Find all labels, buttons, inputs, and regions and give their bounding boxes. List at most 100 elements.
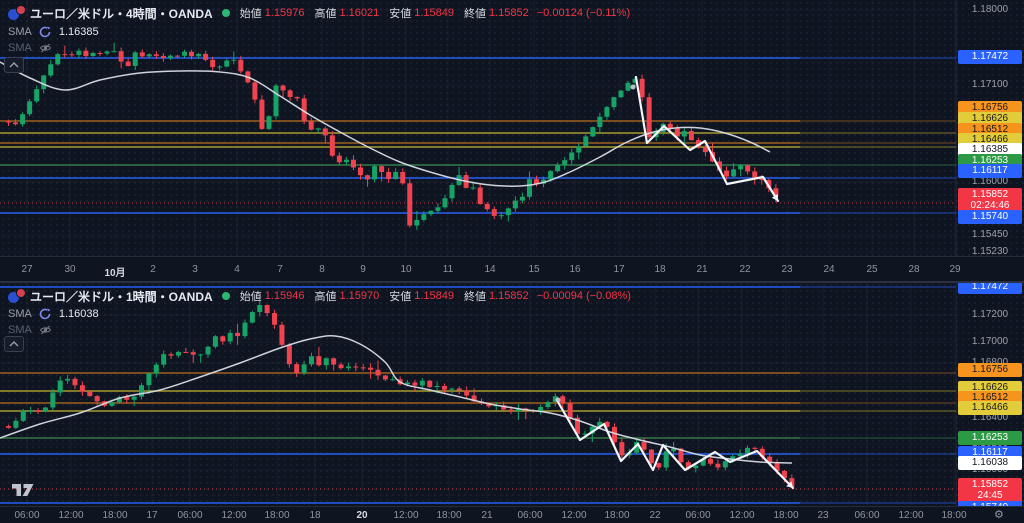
price-axis-label: 1.17200 (971, 309, 1009, 320)
eye-off-icon[interactable] (39, 42, 52, 54)
symbol-pair-icon (8, 5, 26, 21)
time-axis-label: 21 (696, 264, 708, 275)
current-price-badge: 1.15852 24:45 (958, 478, 1022, 503)
time-axis-label: 25 (866, 264, 878, 275)
time-axis-label: 06:00 (14, 510, 40, 521)
bar-countdown: 24:45 (977, 490, 1003, 501)
open-value: 1.15976 (264, 7, 305, 19)
time-axis-label: 18:00 (773, 510, 799, 521)
time-axis-label: 10月 (104, 268, 126, 279)
sma-loading-icon (39, 308, 51, 320)
time-axis-label: 12:00 (729, 510, 755, 521)
change-value: −0.00124 (−0.11%) (536, 7, 631, 19)
settings-gear-icon[interactable]: ⚙ (994, 509, 1004, 521)
sma2-indicator-label[interactable]: SMA (8, 324, 32, 336)
price-axis-label: 1.16400 (971, 412, 1009, 423)
time-axis-label: 12:00 (58, 510, 84, 521)
top-sma2-row[interactable]: SMA (8, 40, 52, 56)
time-axis-label: 9 (360, 264, 366, 275)
high-value: 1.15970 (339, 290, 380, 302)
time-axis-label: 06:00 (177, 510, 203, 521)
bottom-pane-header: ユーロ／米ドル・1時間・OANDA 始値 1.15946 高値 1.15970 … (8, 288, 631, 304)
time-axis-top[interactable]: 27 30 10月 2 3 4 7 8 9 10 11 14 15 16 17 18 21 22 23 24 25 28 2… (0, 256, 1024, 282)
time-axis-label: 4 (234, 264, 240, 275)
time-axis-label: 12:00 (898, 510, 924, 521)
time-axis-label: 18:00 (436, 510, 462, 521)
time-axis-label: 22 (649, 510, 661, 521)
price-level-badge: 1.15740 (958, 210, 1022, 224)
symbol-title[interactable]: ユーロ／米ドル・4時間・OANDA (30, 6, 213, 21)
low-value: 1.15849 (414, 7, 454, 19)
eye-off-icon[interactable] (39, 324, 52, 336)
time-axis-label: 2 (150, 264, 156, 275)
price-level-badge: 1.16253 (958, 431, 1022, 445)
time-axis-label: 12:00 (561, 510, 587, 521)
bottom-sma2-row[interactable]: SMA (8, 322, 52, 338)
time-axis-label: 18:00 (604, 510, 630, 521)
price-level-badge: 1.16385 (958, 143, 1022, 157)
sma-indicator-label[interactable]: SMA (8, 26, 32, 38)
time-axis-label: 17 (613, 264, 625, 275)
time-axis-label: 06:00 (517, 510, 543, 521)
sma-indicator-label[interactable]: SMA (8, 308, 32, 320)
price-level-badge: 1.16626 (958, 112, 1022, 126)
time-axis-label: 24 (823, 264, 835, 275)
open-label: 始値 (239, 8, 262, 20)
time-axis-bottom[interactable]: 06:00 12:00 18:00 17 06:00 12:00 18:00 18 20 12:0… (0, 506, 1024, 523)
time-axis-label: 12:00 (393, 510, 419, 521)
sma-value: 1.16038 (58, 308, 99, 320)
price-axis-label: 1.15230 (971, 246, 1009, 257)
time-axis-label: 06:00 (685, 510, 711, 521)
time-axis-label: 15 (528, 264, 540, 275)
price-axis-label: 1.17100 (971, 79, 1009, 90)
current-price-badge: 1.15852 02:24:46 (958, 188, 1022, 213)
time-axis-label: 11 (442, 264, 454, 275)
time-axis-label: 16 (569, 264, 581, 275)
bar-countdown: 02:24:46 (970, 200, 1010, 211)
open-value: 1.15946 (264, 290, 305, 302)
price-level-badge: 1.16117 (958, 164, 1022, 178)
price-axis-label: 1.15450 (971, 229, 1009, 240)
sma2-indicator-label[interactable]: SMA (8, 42, 32, 54)
pane-divider[interactable] (0, 281, 1024, 283)
time-axis-label: 30 (64, 264, 76, 275)
price-level-badge: 1.16756 (958, 363, 1022, 377)
open-label: 始値 (239, 291, 262, 303)
price-level-badge: 1.16466 (958, 401, 1022, 415)
symbol-title[interactable]: ユーロ／米ドル・1時間・OANDA (30, 289, 213, 304)
price-level-badge: 1.16038 (958, 456, 1022, 470)
bottom-pane-collapse-button[interactable] (4, 336, 24, 352)
price-axis-label: 1.16800 (959, 357, 1021, 369)
change-value: −0.00094 (−0.08%) (536, 290, 631, 302)
time-axis-label: 22 (739, 264, 751, 275)
price-level-badge: 1.16756 (958, 101, 1022, 115)
time-axis-label: 20 (356, 510, 368, 521)
price-axis-label: 1.18000 (971, 4, 1009, 15)
time-axis-label: 10 (400, 264, 412, 275)
time-axis-label: 29 (949, 264, 961, 275)
time-axis-label: 17 (146, 510, 158, 521)
top-sma-row[interactable]: SMA 1.16385 (8, 24, 99, 40)
time-axis-label: 18:00 (264, 510, 290, 521)
price-axis-label: 1.17000 (971, 336, 1009, 347)
close-label: 終値 (463, 8, 486, 20)
time-axis-label: 3 (192, 264, 198, 275)
price-axis-label: 1.16000 (971, 176, 1009, 187)
close-value: 1.15852 (488, 290, 529, 302)
low-value: 1.15849 (414, 290, 454, 302)
time-axis-label: 23 (817, 510, 829, 521)
time-axis-label: 18 (654, 264, 666, 275)
close-label: 終値 (463, 291, 486, 303)
low-label: 安値 (389, 291, 412, 303)
top-pane-header: ユーロ／米ドル・4時間・OANDA 始値 1.15976 高値 1.16021 … (8, 5, 630, 21)
sma-loading-icon (39, 26, 51, 38)
bottom-sma-row[interactable]: SMA 1.16038 (8, 306, 99, 322)
high-label: 高値 (314, 291, 337, 303)
top-pane-collapse-button[interactable] (4, 57, 24, 73)
time-axis-label: 23 (781, 264, 793, 275)
time-axis-label: 18:00 (941, 510, 967, 521)
time-axis-label: 18 (309, 510, 321, 521)
close-value: 1.15852 (488, 7, 529, 19)
price-level-badge: 1.17472 (958, 280, 1022, 294)
